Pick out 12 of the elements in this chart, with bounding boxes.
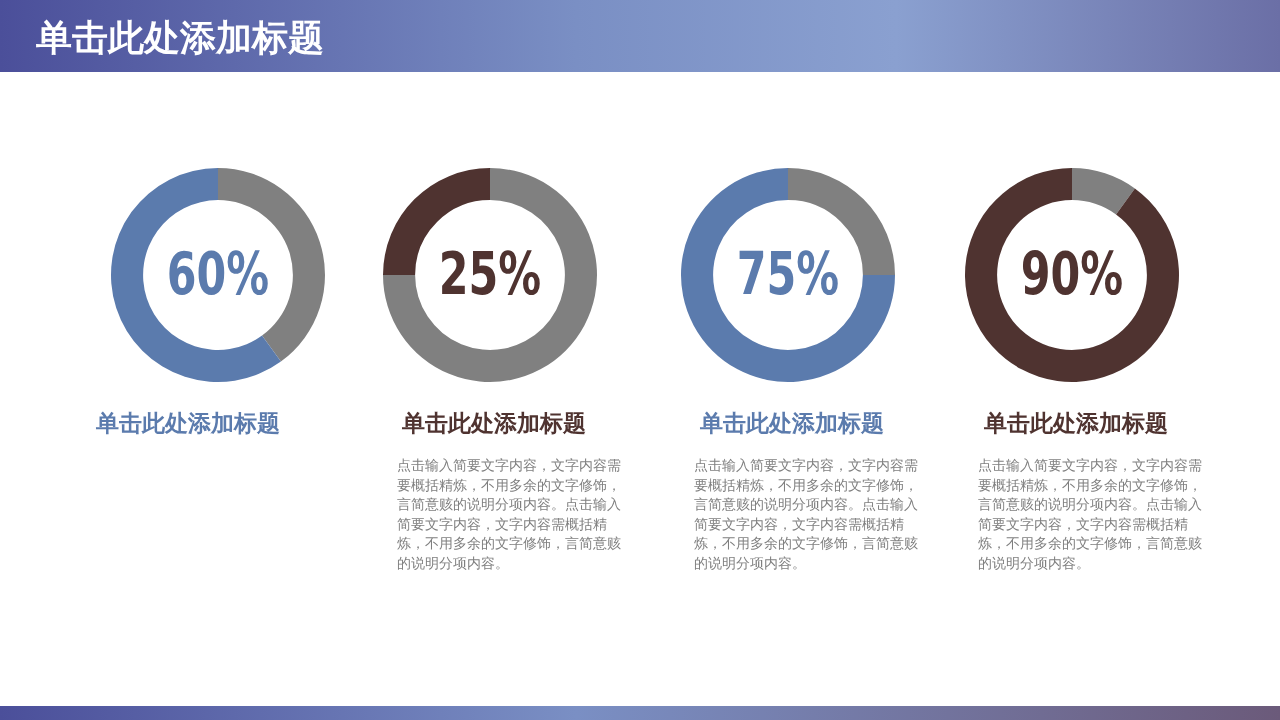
text: 点击输入简要文字内容，文字内容需要概括精炼，不用多余的文字修饰，言简意赅的说明分项内容。点击输入简要文字内容，文字内容需概括精炼，不用多余的文字修饰，言简意赅的说明分项内容。: [694, 456, 919, 573]
data-label: 25%: [438, 240, 542, 309]
text: 点击输入简要文字内容，文字内容需要概括精炼，不用多余的文字修饰，言简意赅的说明分项内容。点击输入简要文字内容，文字内容需概括精炼，不用多余的文字修饰，言简意赅的说明分项内容。: [978, 456, 1203, 573]
chart-title: 单击此处添加标题: [36, 16, 324, 60]
text: 单击此处添加标题: [402, 409, 586, 438]
text: 单击此处添加标题: [96, 409, 280, 438]
text: 点击输入简要文字内容，文字内容需要概括精炼，不用多余的文字修饰，言简意赅的说明分项内容。点击输入简要文字内容，文字内容需概括精炼，不用多余的文字修饰，言简意赅的说明分项内容。: [397, 456, 622, 573]
data-label: 90%: [1020, 240, 1124, 309]
text: 单击此处添加标题: [984, 409, 1168, 438]
data-label: 75%: [736, 240, 840, 309]
text: 单击此处添加标题: [700, 409, 884, 438]
data-label: 60%: [166, 240, 270, 309]
